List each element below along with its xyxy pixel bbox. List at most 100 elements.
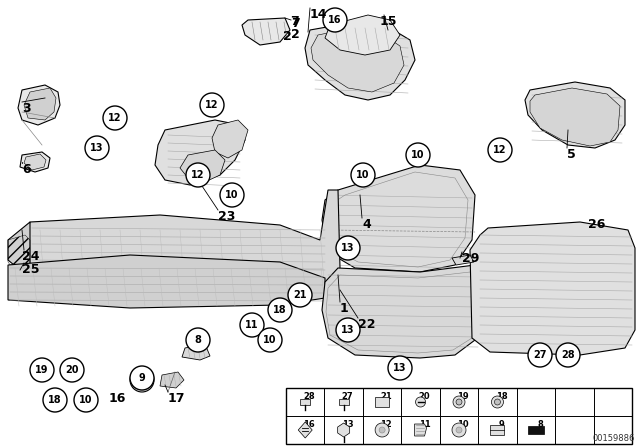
Text: 16: 16 — [303, 420, 315, 429]
Polygon shape — [415, 424, 426, 436]
Circle shape — [336, 318, 360, 342]
Circle shape — [74, 388, 98, 412]
Circle shape — [452, 423, 466, 437]
Text: 12: 12 — [380, 420, 392, 429]
Circle shape — [186, 163, 210, 187]
Circle shape — [43, 388, 67, 412]
Text: 12: 12 — [191, 170, 205, 180]
Text: 17: 17 — [168, 392, 186, 405]
Polygon shape — [338, 423, 349, 437]
Polygon shape — [242, 18, 290, 45]
Text: 25: 25 — [22, 263, 40, 276]
Text: 10: 10 — [412, 150, 425, 160]
Text: 11: 11 — [245, 320, 259, 330]
Text: 14: 14 — [310, 8, 328, 21]
Polygon shape — [322, 265, 480, 358]
Circle shape — [85, 136, 109, 160]
Polygon shape — [8, 255, 325, 308]
Text: 24: 24 — [22, 250, 40, 263]
Circle shape — [288, 283, 312, 307]
Text: 12: 12 — [205, 100, 219, 110]
Polygon shape — [339, 399, 349, 405]
Text: 7: 7 — [291, 17, 300, 30]
Circle shape — [258, 328, 282, 352]
Text: 18: 18 — [273, 305, 287, 315]
Text: 15: 15 — [380, 15, 397, 28]
Circle shape — [528, 343, 552, 367]
Text: 8: 8 — [537, 420, 543, 429]
Text: 29: 29 — [462, 252, 479, 265]
Circle shape — [130, 368, 154, 392]
Polygon shape — [160, 372, 184, 388]
Text: 3: 3 — [22, 102, 31, 115]
Text: 12: 12 — [493, 145, 507, 155]
Polygon shape — [212, 120, 248, 158]
Text: 21: 21 — [293, 290, 307, 300]
Polygon shape — [322, 165, 475, 272]
Text: 26: 26 — [588, 218, 605, 231]
Circle shape — [200, 93, 224, 117]
Text: 16: 16 — [109, 392, 126, 405]
Circle shape — [456, 399, 462, 405]
Circle shape — [30, 358, 54, 382]
Circle shape — [351, 163, 375, 187]
Circle shape — [375, 423, 389, 437]
Polygon shape — [298, 422, 312, 438]
Text: 19: 19 — [35, 365, 49, 375]
Polygon shape — [470, 222, 635, 355]
Text: 20: 20 — [419, 392, 430, 401]
Polygon shape — [490, 425, 504, 435]
Circle shape — [492, 396, 504, 408]
Polygon shape — [182, 344, 210, 360]
Text: 10: 10 — [356, 170, 370, 180]
Polygon shape — [375, 397, 389, 407]
Circle shape — [103, 106, 127, 130]
Text: 8: 8 — [195, 335, 202, 345]
Text: 18: 18 — [48, 395, 62, 405]
Polygon shape — [24, 154, 46, 170]
Circle shape — [186, 328, 210, 352]
Circle shape — [415, 397, 426, 407]
Polygon shape — [20, 190, 340, 298]
Polygon shape — [452, 255, 474, 265]
Text: 9: 9 — [499, 420, 504, 429]
Text: 10: 10 — [457, 420, 469, 429]
Text: 27: 27 — [342, 392, 353, 401]
Text: 22: 22 — [358, 318, 376, 331]
Text: 13: 13 — [393, 363, 407, 373]
Polygon shape — [311, 28, 404, 92]
Polygon shape — [18, 85, 60, 125]
Circle shape — [456, 427, 462, 433]
Polygon shape — [305, 22, 415, 100]
Text: 21: 21 — [380, 392, 392, 401]
Polygon shape — [528, 426, 544, 434]
Circle shape — [488, 138, 512, 162]
Text: 19: 19 — [457, 392, 469, 401]
Text: 10: 10 — [263, 335, 276, 345]
Polygon shape — [24, 88, 56, 120]
Circle shape — [240, 313, 264, 337]
Text: 27: 27 — [533, 350, 547, 360]
Text: 7: 7 — [290, 15, 299, 28]
Text: 28: 28 — [303, 392, 315, 401]
Text: 16: 16 — [328, 15, 342, 25]
Text: 18: 18 — [495, 392, 508, 401]
Circle shape — [556, 343, 580, 367]
Circle shape — [453, 396, 465, 408]
Text: 20: 20 — [65, 365, 79, 375]
Ellipse shape — [544, 239, 572, 257]
Circle shape — [220, 183, 244, 207]
Text: 13: 13 — [341, 325, 355, 335]
Circle shape — [130, 366, 154, 390]
Polygon shape — [325, 15, 400, 55]
Bar — [510, 265, 605, 325]
Polygon shape — [20, 152, 50, 172]
Bar — [286, 388, 632, 444]
Polygon shape — [180, 150, 225, 182]
Circle shape — [495, 399, 500, 405]
Text: 2: 2 — [291, 28, 300, 41]
Text: 10: 10 — [225, 190, 239, 200]
Text: 6: 6 — [22, 163, 31, 176]
Text: 23: 23 — [218, 210, 236, 223]
Text: 28: 28 — [561, 350, 575, 360]
